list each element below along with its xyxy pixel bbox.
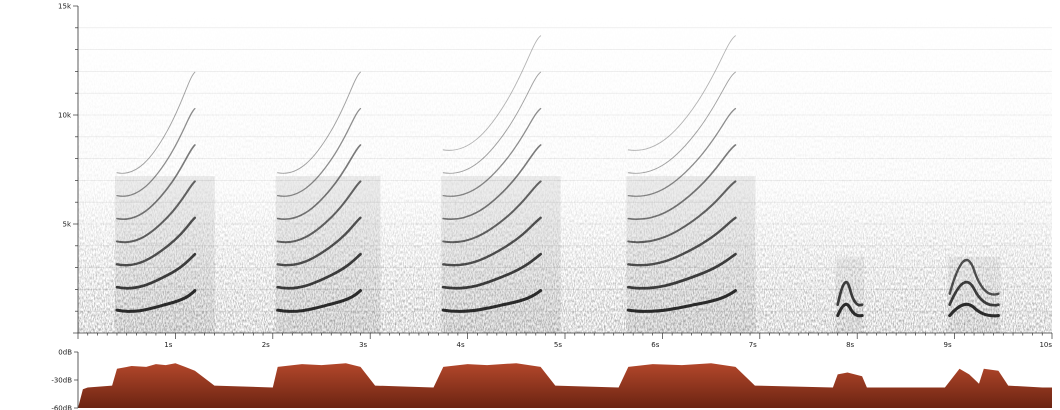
harmonic-band	[115, 252, 197, 290]
call-energy	[114, 176, 215, 333]
call-6	[947, 256, 1001, 333]
frequency-tick-label: 5k	[62, 221, 71, 229]
time-tick-label: 9s	[943, 341, 951, 349]
harmonic-band	[627, 180, 737, 244]
time-tick-label: 8s	[846, 341, 854, 349]
harmonic-band	[836, 302, 864, 318]
harmonic-band	[627, 216, 737, 267]
harmonic-band	[441, 289, 543, 313]
amplitude-axis-ticks: 0dB -30dB -60dB	[51, 349, 78, 410]
spectrogram-calls	[114, 35, 1001, 333]
amplitude-tick-label: 0dB	[58, 349, 72, 357]
time-tick-label: 4s	[456, 341, 464, 349]
harmonic-band	[115, 216, 197, 267]
harmonic-band	[442, 144, 542, 221]
spectrogram-noise	[78, 6, 1052, 333]
call-2	[275, 71, 381, 333]
harmonic-band	[116, 107, 196, 197]
time-tick-label: 7s	[749, 341, 757, 349]
harmonic-band	[627, 107, 737, 197]
amplitude-envelope	[78, 363, 1052, 408]
harmonic-band	[627, 35, 736, 151]
harmonic-band	[627, 71, 736, 174]
time-tick-label: 3s	[359, 341, 367, 349]
harmonic-band	[442, 35, 542, 151]
call-4	[626, 35, 756, 333]
frequency-tick-label: 10k	[58, 112, 72, 120]
time-tick-label: 2s	[262, 341, 270, 349]
harmonic-band	[627, 144, 737, 221]
harmonic-band	[948, 258, 1000, 296]
call-5	[835, 256, 865, 333]
harmonic-band	[115, 180, 196, 244]
harmonic-band	[276, 252, 362, 290]
harmonic-band	[626, 289, 737, 313]
call-3	[441, 35, 561, 333]
harmonic-band	[442, 180, 542, 244]
harmonic-band	[948, 280, 1000, 307]
amplitude-tick-label: -60dB	[51, 405, 72, 410]
harmonic-band	[442, 107, 542, 197]
harmonic-band	[115, 289, 197, 313]
harmonic-band	[948, 302, 1000, 318]
time-tick-label: 5s	[554, 341, 562, 349]
time-axis-ticks: 1s 2s 3s 4s 5s 6s 7s 8s 9s 10s	[77, 333, 1053, 349]
amplitude-tick-label: -30dB	[51, 377, 72, 385]
frequency-tick-label: 15k	[58, 3, 72, 11]
time-tick-label: 6s	[651, 341, 659, 349]
time-tick-label: 1s	[164, 341, 172, 349]
harmonic-band	[276, 180, 362, 244]
call-1	[114, 71, 215, 333]
time-tick-label: 10s	[1039, 341, 1052, 349]
harmonic-band	[277, 107, 362, 197]
harmonic-band	[276, 216, 362, 267]
harmonic-band	[277, 71, 361, 174]
harmonic-band	[442, 216, 542, 267]
harmonic-band	[116, 144, 196, 221]
harmonic-band	[836, 280, 864, 307]
harmonic-band	[276, 289, 362, 313]
harmonic-band	[441, 252, 542, 290]
frequency-axis-ticks: 15k 10k 5k	[58, 3, 78, 334]
harmonic-band	[626, 252, 737, 290]
harmonic-band	[276, 144, 362, 221]
harmonic-band	[116, 71, 196, 174]
call-energy	[275, 176, 381, 333]
call-energy	[441, 176, 561, 333]
harmonic-band	[442, 71, 542, 174]
